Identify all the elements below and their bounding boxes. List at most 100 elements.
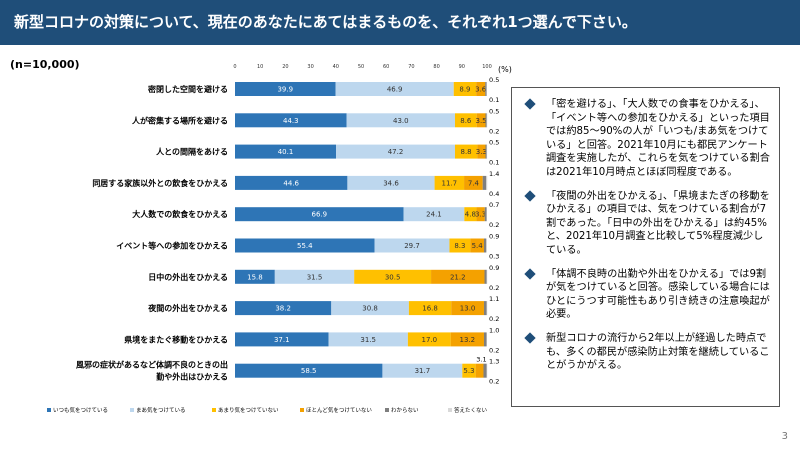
data-label: 31.5	[307, 273, 323, 281]
bar-row: 県境をまたぐ移動をひかえる 37.1 31.5 17.0 13.2 1.0 0.2	[124, 326, 499, 354]
bar-segment	[235, 363, 383, 378]
data-label: 55.4	[297, 242, 313, 250]
data-label: 1.1	[489, 295, 499, 303]
legend-item: いつも気をつけている	[47, 406, 108, 414]
bar-segment	[382, 363, 463, 378]
bar-row: 日中の外出をひかえる 15.8 31.5 30.5 21.2 0.9 0.2	[148, 264, 499, 292]
legend-item: あまり気をつけていない	[212, 406, 279, 414]
bar-segment	[335, 82, 454, 96]
bar-segment	[483, 301, 487, 316]
summary-note: 「体調不良時の出勤や外出をひかえる」では9割が気をつけていると回答。感染している…	[524, 267, 771, 322]
bar-segment	[454, 113, 477, 128]
data-label: 29.7	[404, 242, 420, 250]
data-label: 0.1	[489, 159, 499, 167]
data-label: 24.1	[426, 211, 442, 219]
data-label: 46.9	[387, 86, 403, 94]
summary-note-text: 「密を避ける」、「大人数での食事をひかえる」、「イベント等への参加をひかえる」と…	[546, 99, 770, 178]
bar-row: 人との間隔をあける 40.1 47.2 8.8 3.30.5 0.1	[156, 139, 499, 167]
data-label: 38.2	[275, 305, 291, 313]
bar-segment	[476, 207, 485, 222]
bar-segment	[486, 363, 488, 378]
page-title: 新型コロナの対策について、現在のあなたにあてはまるものを、それぞれ1つ選んで下さ…	[0, 0, 800, 45]
bar-segment	[464, 207, 477, 222]
legend-label: わからない	[391, 407, 419, 414]
category-label: 人との間隔をあける	[156, 147, 228, 157]
bar-segment	[403, 207, 465, 222]
bar-segment	[486, 207, 487, 222]
data-label: 58.5	[301, 367, 317, 375]
data-label: 0.2	[489, 284, 499, 292]
data-label: 8.6	[460, 117, 472, 125]
data-label: 16.8	[422, 305, 438, 313]
bar-segment	[482, 175, 487, 190]
data-label: 44.6	[283, 179, 299, 187]
data-label: 31.5	[360, 336, 376, 344]
bar-row: 人が密集する場所を避ける 44.3 43.0 8.6 3.50.5 0.2	[132, 107, 499, 135]
legend-swatch	[385, 408, 389, 412]
bar-segment	[485, 82, 487, 96]
data-label: 0.2	[489, 221, 499, 229]
x-tick-label: 20	[282, 64, 288, 70]
legend-label: ほとんど気をつけていない	[306, 406, 372, 414]
bar-segment	[486, 301, 488, 316]
bar-segment	[451, 301, 484, 316]
data-label: 0.2	[489, 315, 499, 323]
data-label: 21.2	[450, 273, 466, 281]
data-label: 3.6	[475, 86, 487, 94]
diamond-bullet-icon	[524, 189, 536, 202]
data-label: 13.0	[460, 305, 476, 313]
summary-note-text: 「夜間の外出をひかえる」、「県境またぎの移動をひかえる」の項目では、気をつけてい…	[546, 190, 770, 256]
bar-segment	[486, 238, 487, 253]
data-label: 44.3	[283, 117, 299, 125]
data-label: 15.8	[247, 273, 263, 281]
bar-segment	[476, 82, 486, 96]
legend-item: まあ気をつけている	[130, 406, 186, 414]
legend-swatch	[47, 408, 51, 412]
data-label: 4.8	[465, 211, 476, 219]
data-label: 0.3	[489, 253, 499, 261]
data-label: 1.3	[489, 358, 499, 366]
category-label: 勤や外出はひかえる	[156, 372, 228, 382]
bar-segment	[374, 238, 450, 253]
category-label: 大人数での飲食をひかえる	[132, 209, 228, 219]
data-label: 0.5	[489, 139, 499, 147]
legend-label: いつも気をつけている	[53, 406, 108, 414]
bar-segment	[235, 332, 329, 347]
data-label: 7.4	[468, 179, 480, 187]
legend-swatch	[448, 408, 452, 412]
bar-segment	[477, 144, 486, 159]
data-label: 0.9	[489, 264, 499, 272]
data-label: 30.8	[362, 305, 378, 313]
x-tick-label: 100	[482, 64, 492, 70]
bar-segment	[407, 332, 451, 347]
sample-size-label: (n=10,000)	[10, 58, 80, 71]
x-tick-label: 30	[307, 64, 313, 70]
bar-row: 夜間の外出をひかえる 38.2 30.8 16.8 13.0 1.1 0.2	[147, 295, 499, 323]
bar-segment	[328, 332, 408, 347]
chart-axis: 0 10 20 30 40 50 60 70 80 90 100 (%)	[233, 64, 511, 74]
data-label: 8.3	[454, 242, 465, 250]
bar-segment	[235, 144, 337, 159]
diamond-bullet-icon	[524, 98, 536, 110]
category-label: 県境をまたぐ移動をひかえる	[124, 334, 228, 344]
bar-segment	[483, 363, 487, 378]
x-tick-label: 0	[233, 64, 236, 70]
bar-segment	[235, 175, 348, 190]
bar-segment	[486, 175, 488, 190]
chart-bars: 密閉した空間を避ける 39.9 46.9 8.9 3.60.50.1人が密集する場所を避…	[76, 76, 499, 386]
data-label: 11.7	[442, 179, 458, 187]
bar-segment	[450, 332, 484, 347]
data-label: 0.5	[489, 107, 499, 115]
bar-segment	[354, 269, 432, 284]
bar-segment	[274, 269, 355, 284]
data-label: 0.2	[489, 378, 499, 386]
data-label: 47.2	[388, 148, 404, 156]
data-label: 30.5	[385, 273, 401, 281]
legend-label: あまり気をつけていない	[218, 406, 279, 414]
unit-label: (%)	[498, 65, 512, 74]
data-label: 5.3	[463, 367, 474, 375]
data-label: 3.5	[476, 117, 487, 125]
bar-segment	[235, 207, 404, 222]
category-label: 夜間の外出をひかえる	[147, 303, 228, 313]
